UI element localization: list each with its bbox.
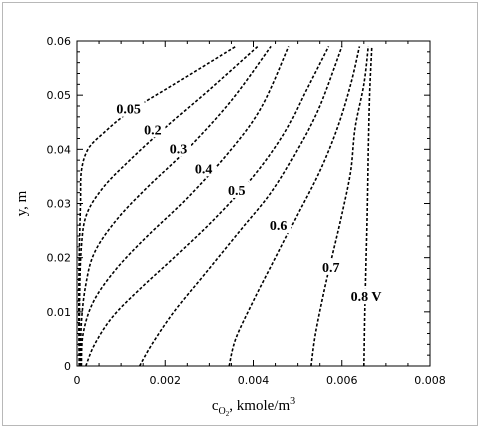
y-tick-label: 0.02 — [47, 252, 72, 265]
contour-label-3: 0.3 — [170, 142, 188, 157]
contour-label-5: 0.5 — [228, 184, 246, 199]
x-tick-label: 0.004 — [238, 374, 270, 387]
y-tick-label: 0.03 — [47, 198, 72, 211]
contour-label-bg — [318, 258, 344, 275]
contour-line-1 — [77, 45, 237, 367]
x-tick-label: 0.002 — [150, 374, 182, 387]
contour-label-bg — [140, 121, 166, 138]
x-axis-title: cO2, kmole/m3 — [212, 396, 295, 418]
contour-label-bg — [112, 100, 145, 117]
contour-line-8 — [310, 46, 369, 367]
x-tick-label: 0.006 — [326, 374, 358, 387]
x-axis-title-tail: , kmole/m — [229, 398, 290, 414]
contour-label-1: 0.05 — [116, 103, 141, 118]
contour-line-6 — [139, 46, 343, 367]
contour-label-6: 0.6 — [270, 219, 288, 234]
contour-label-bg — [224, 181, 250, 198]
x-tick-label: 0.008 — [414, 374, 446, 387]
x-axis-title-sub: O — [219, 406, 226, 417]
x-axis-title-base: c — [212, 398, 219, 414]
contour-label-4: 0.4 — [195, 162, 213, 177]
contour-label-bg — [266, 217, 292, 234]
contour-label-bg — [165, 140, 191, 157]
contour-label-bg — [191, 160, 217, 177]
axes-layer: 0 0.002 0.004 0.006 0.008 0 0.01 0.02 0.03 0.04 0.… — [47, 35, 446, 387]
y-tick-label: 0.05 — [47, 89, 72, 102]
y-axis-title: y, m — [14, 190, 30, 216]
contour-line-3 — [79, 45, 272, 367]
y-tick-label: 0 — [64, 360, 71, 373]
x-axis-title-sup: 3 — [290, 396, 295, 407]
y-tick-label: 0.01 — [47, 306, 72, 319]
contour-line-9 — [363, 46, 373, 367]
contour-label-7: 0.7 — [322, 261, 340, 276]
contour-line-2 — [78, 45, 259, 367]
x-tick-label: 0 — [74, 374, 81, 387]
contour-label-2: 0.2 — [144, 123, 162, 138]
contour-line-7 — [228, 46, 361, 367]
curves-layer — [77, 45, 373, 367]
x-axis-title-sub2: 2 — [226, 410, 230, 418]
curve-labels-layer: 0.050.2 0.3 0.4 0.5 0.6 0.7 0.8 V — [112, 100, 386, 305]
plot-area-border — [76, 40, 431, 367]
contour-line-5 — [85, 46, 330, 367]
contour-label-bg — [346, 288, 386, 305]
y-tick-label: 0.06 — [47, 35, 72, 48]
contour-label-8: 0.8 V — [351, 290, 382, 305]
y-tick-label: 0.04 — [47, 143, 72, 156]
contour-line-4 — [80, 46, 290, 367]
